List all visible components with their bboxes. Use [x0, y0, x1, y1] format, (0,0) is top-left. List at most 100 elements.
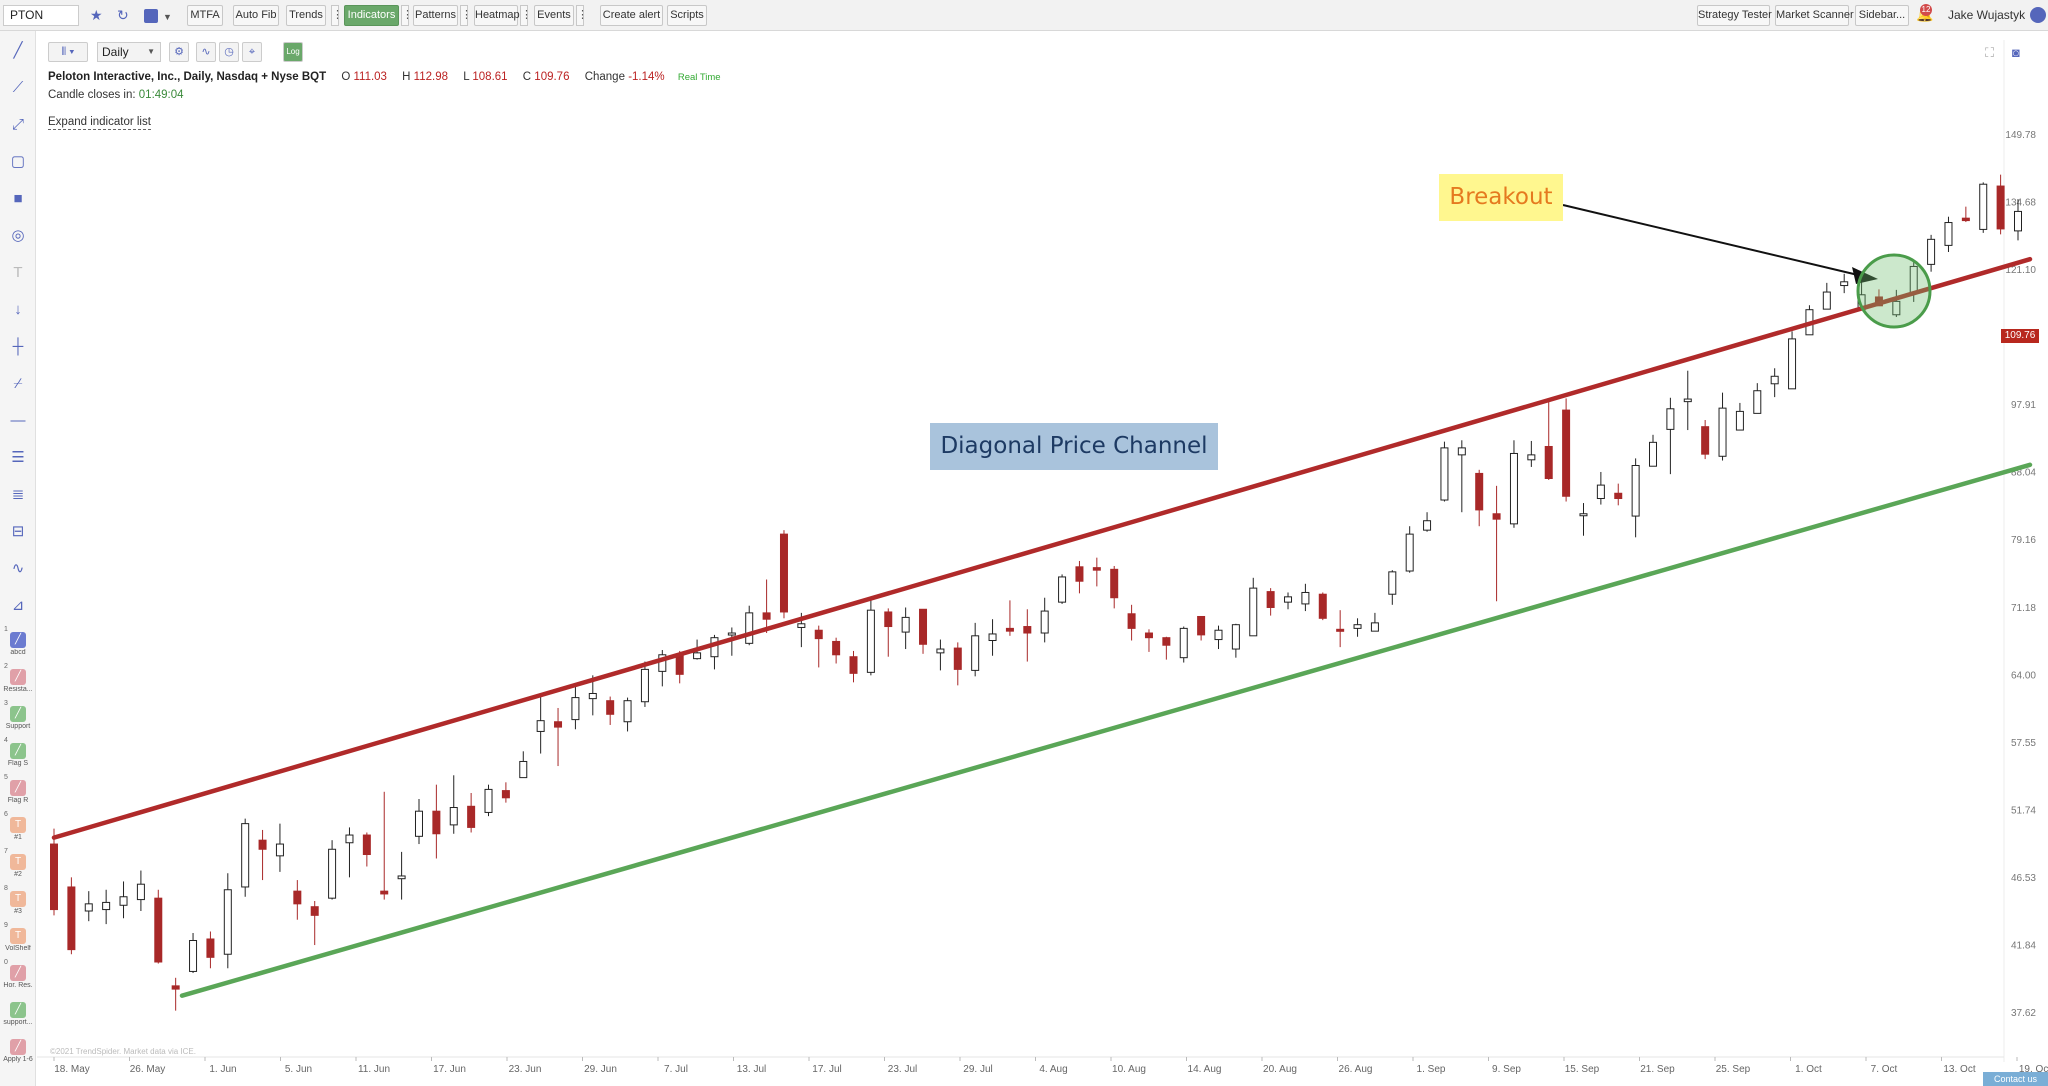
preset-tool-2[interactable]: 2 ╱ Resista...	[3, 663, 33, 693]
chart-type-button[interactable]: ⫴ ▾	[48, 42, 88, 62]
gann-fan-tool-icon[interactable]: ⊿	[11, 597, 25, 614]
rectangle-tool-icon[interactable]: ▢	[10, 153, 26, 170]
preset-tool-4[interactable]: 4 ╱ Flag S	[4, 737, 29, 767]
candle	[275, 823, 284, 872]
preset-tool-support[interactable]: ╱ support...	[3, 1002, 33, 1026]
candle-body	[1423, 520, 1432, 531]
chart-title: Peloton Interactive, Inc., Daily, Nasdaq…	[48, 71, 327, 83]
timeframe-select[interactable]: Daily ▼	[97, 42, 161, 62]
crosshair-icon[interactable]: ⌖	[242, 42, 262, 62]
preset-tool-apply[interactable]: ╱ Apply 1-6	[3, 1039, 33, 1063]
fullscreen-icon[interactable]: ⛶	[1985, 45, 1995, 60]
arrow-down-tool-icon[interactable]: ↓	[14, 301, 22, 318]
polyline-tool-icon[interactable]: ∿	[11, 560, 25, 577]
user-name[interactable]: Jake Wujastyk	[1948, 8, 2026, 22]
circle-tool-icon[interactable]: ◎	[11, 227, 25, 244]
chevron-down-icon[interactable]: ▼	[163, 12, 172, 22]
sidebar-button[interactable]: Sidebar...	[1855, 5, 1909, 26]
candle-body	[1179, 627, 1188, 659]
horizontal-line-tool-icon[interactable]: —	[10, 412, 26, 429]
camera-icon[interactable]: ◙	[2012, 45, 2020, 60]
x-tick-label: 29. Jun	[584, 1064, 617, 1075]
channel-tool-icon[interactable]: ☰	[11, 449, 25, 466]
star-icon[interactable]: ★	[90, 7, 103, 23]
preset-tool-1[interactable]: 1 ╱ abcd	[4, 626, 26, 656]
preset-tool-8[interactable]: 8 T #3	[0, 885, 36, 921]
indicators-button[interactable]: Indicators	[344, 5, 399, 26]
candle	[623, 697, 632, 732]
scripts-button[interactable]: Scripts	[667, 5, 707, 26]
market-scanner-button[interactable]: Market Scanner	[1775, 5, 1854, 26]
expand-indicator-list-link[interactable]: Expand indicator list	[48, 116, 151, 130]
candle	[745, 605, 754, 646]
ray-tool-icon[interactable]: ⟋	[12, 79, 24, 96]
preset-resistance-icon: ╱	[10, 669, 26, 685]
events-menu-button[interactable]: ⋮	[576, 5, 588, 26]
candle-body	[119, 896, 128, 906]
candle	[536, 693, 545, 754]
candle-body	[1405, 533, 1414, 572]
trend-tool-icon[interactable]: ⤢	[11, 116, 24, 133]
heatmap-button[interactable]: Heatmap	[474, 5, 520, 26]
preset-tool-3[interactable]: 3 ╱ Support	[4, 700, 31, 730]
strategy-tester-button[interactable]: Strategy Tester	[1697, 5, 1772, 26]
ticker-input[interactable]: PTON	[3, 5, 79, 26]
contact-us-button[interactable]: Contact us	[1983, 1072, 2048, 1086]
indicators-menu-button[interactable]: ⋮	[401, 5, 413, 26]
x-tick-label: 4. Aug	[1039, 1064, 1067, 1075]
user-avatar-icon[interactable]	[2030, 7, 2046, 23]
candle-body	[154, 897, 163, 963]
heatmap-menu-button[interactable]: ⋮	[520, 5, 532, 26]
candle-body	[1475, 472, 1484, 511]
preset-tool-7[interactable]: 7 T #2	[0, 848, 36, 884]
create-alert-button[interactable]: Create alert	[600, 5, 663, 26]
refresh-icon[interactable]: ↻	[117, 7, 129, 23]
patterns-button[interactable]: Patterns	[413, 5, 458, 26]
events-button[interactable]: Events	[534, 5, 574, 26]
indicator-line-icon[interactable]: ∿	[196, 42, 216, 62]
line-tool-icon[interactable]: ╱	[13, 42, 23, 59]
vertical-line-tool-icon[interactable]: ┼	[12, 338, 24, 355]
auto-fib-button[interactable]: Auto Fib	[233, 5, 279, 26]
candle-countdown: Candle closes in: 01:49:04	[48, 89, 184, 101]
y-tick-label: 64.00	[2011, 670, 2036, 681]
y-tick-label: 51.74	[2011, 805, 2036, 816]
candle-body	[901, 616, 910, 633]
preset-tool-0[interactable]: 0 ╱ Hor. Res.	[3, 959, 33, 989]
fib-tool-icon[interactable]: ⌿	[13, 375, 23, 392]
candle-body	[1718, 407, 1727, 457]
preset-tool-9[interactable]: 9 T VolShelf	[4, 922, 31, 952]
trends-button[interactable]: Trends	[286, 5, 326, 26]
candle-body	[1788, 338, 1797, 390]
candle	[1197, 615, 1206, 641]
patterns-menu-button[interactable]: ⋮	[460, 5, 472, 26]
copyright-text: ©2021 TrendSpider. Market data via ICE.	[50, 1047, 196, 1056]
log-scale-toggle[interactable]: Log	[283, 42, 303, 62]
candle-body	[762, 612, 771, 620]
candle	[1457, 440, 1466, 513]
candle-body	[588, 692, 597, 700]
preset-tool-5[interactable]: 5 ╱ Flag R	[4, 774, 29, 804]
x-tick-label: 23. Jun	[509, 1064, 542, 1075]
candle-body	[971, 635, 980, 671]
preset-tool-6[interactable]: 6 T #1	[0, 811, 36, 847]
range-tool-icon[interactable]: ⊟	[11, 523, 25, 540]
mtfa-button[interactable]: MTFA	[187, 5, 223, 26]
preset-text-icon: T	[10, 891, 26, 907]
pitchfork-tool-icon[interactable]: ≣	[11, 486, 25, 503]
x-tick-label: 11. Jun	[358, 1064, 390, 1075]
candle-body	[171, 985, 180, 990]
filled-rectangle-tool-icon[interactable]: ■	[13, 190, 23, 207]
annotations	[1562, 204, 1932, 329]
candle-body	[1353, 624, 1362, 629]
text-tool-icon[interactable]: T	[13, 264, 23, 281]
low-value: 108.61	[472, 71, 508, 83]
open-value: 111.03	[353, 71, 387, 83]
trends-menu-button[interactable]: ⋮	[331, 5, 343, 26]
clock-icon[interactable]: ◷	[219, 42, 239, 62]
gear-icon[interactable]: ⚙	[169, 42, 189, 62]
color-swatch-icon[interactable]	[144, 9, 158, 23]
candle-body	[1040, 610, 1049, 634]
candle-body	[1023, 626, 1032, 634]
